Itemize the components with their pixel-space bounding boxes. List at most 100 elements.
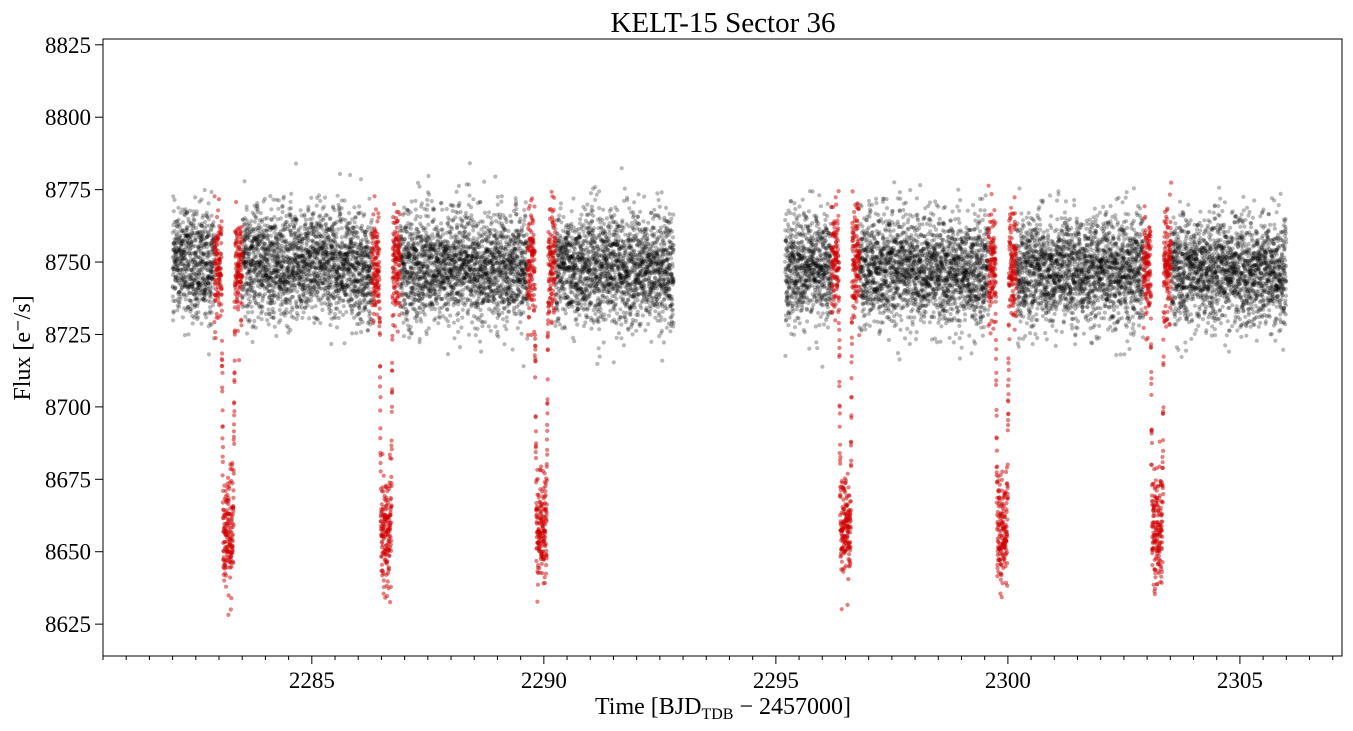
data-point	[182, 306, 187, 311]
data-point	[248, 299, 253, 304]
data-point	[174, 262, 179, 267]
data-point	[177, 248, 182, 253]
data-point	[516, 255, 521, 260]
data-point	[171, 194, 176, 199]
data-point	[486, 210, 492, 215]
data-point	[250, 310, 255, 315]
data-point	[460, 292, 465, 297]
data-point	[465, 311, 471, 317]
data-point	[320, 307, 325, 312]
data-point	[208, 299, 213, 305]
data-point	[479, 312, 484, 318]
data-point	[429, 199, 434, 204]
data-point	[317, 193, 322, 198]
data-point	[276, 206, 281, 211]
data-point	[172, 286, 177, 291]
data-point	[172, 241, 177, 246]
data-point	[446, 323, 451, 329]
data-point	[413, 198, 418, 203]
data-point	[558, 201, 564, 206]
data-point	[509, 220, 514, 225]
data-point	[173, 278, 178, 283]
data-point	[518, 289, 524, 294]
data-point	[175, 276, 180, 281]
data-point	[460, 219, 465, 224]
data-point	[522, 218, 527, 223]
data-point	[478, 307, 483, 312]
data-point	[178, 238, 183, 244]
data-point	[255, 207, 260, 212]
data-point	[180, 220, 186, 225]
data-point	[478, 200, 483, 205]
data-point	[172, 220, 177, 225]
data-point	[510, 347, 515, 352]
data-point	[500, 291, 505, 297]
data-point	[173, 298, 178, 304]
data-point	[180, 257, 185, 262]
data-point	[358, 177, 364, 182]
data-point	[178, 261, 184, 266]
data-point	[446, 240, 451, 245]
data-point	[563, 311, 568, 316]
data-point	[208, 281, 213, 286]
data-point	[252, 318, 257, 324]
data-point	[244, 207, 249, 212]
data-point	[439, 221, 444, 226]
data-point	[172, 259, 177, 264]
data-point	[559, 220, 564, 225]
data-point	[480, 244, 485, 249]
data-point	[177, 276, 182, 281]
data-point	[179, 286, 184, 291]
data-point	[563, 326, 568, 331]
data-point	[181, 247, 186, 252]
data-point	[175, 257, 180, 262]
data-point	[321, 204, 327, 209]
data-point	[425, 202, 430, 208]
data-point	[431, 235, 436, 240]
data-point	[253, 325, 258, 330]
data-point	[191, 222, 196, 227]
data-point	[501, 317, 506, 322]
data-point	[180, 207, 185, 212]
data-point	[182, 263, 187, 269]
data-point	[514, 206, 519, 212]
data-point	[353, 215, 358, 220]
data-point	[173, 249, 178, 254]
data-point	[440, 227, 445, 232]
data-point	[274, 333, 279, 339]
data-point	[495, 202, 500, 207]
data-point	[193, 238, 198, 243]
data-point	[278, 318, 283, 323]
data-point	[266, 322, 271, 327]
data-point	[280, 203, 285, 209]
data-point	[178, 296, 183, 301]
data-point	[182, 261, 188, 266]
data-point	[178, 262, 183, 267]
data-point	[521, 310, 526, 315]
data-point	[495, 194, 500, 199]
data-point	[409, 222, 414, 227]
data-point	[562, 307, 568, 312]
data-point	[451, 320, 457, 325]
data-point	[186, 332, 191, 337]
data-point	[173, 275, 178, 280]
data-point	[470, 320, 475, 325]
data-point	[284, 310, 289, 315]
data-point	[445, 319, 450, 324]
data-point	[366, 285, 371, 291]
data-point	[182, 249, 187, 254]
data-point	[175, 249, 180, 254]
data-point	[183, 252, 188, 257]
data-point	[318, 320, 323, 326]
data-point	[170, 294, 175, 299]
data-point	[176, 272, 181, 277]
data-point	[177, 294, 182, 299]
data-point	[181, 247, 186, 252]
data-point	[176, 299, 181, 305]
data-point	[480, 324, 485, 329]
data-point	[443, 286, 448, 291]
data-point	[418, 214, 423, 219]
data-point	[176, 205, 181, 210]
data-point	[172, 250, 177, 255]
data-point	[180, 268, 185, 273]
